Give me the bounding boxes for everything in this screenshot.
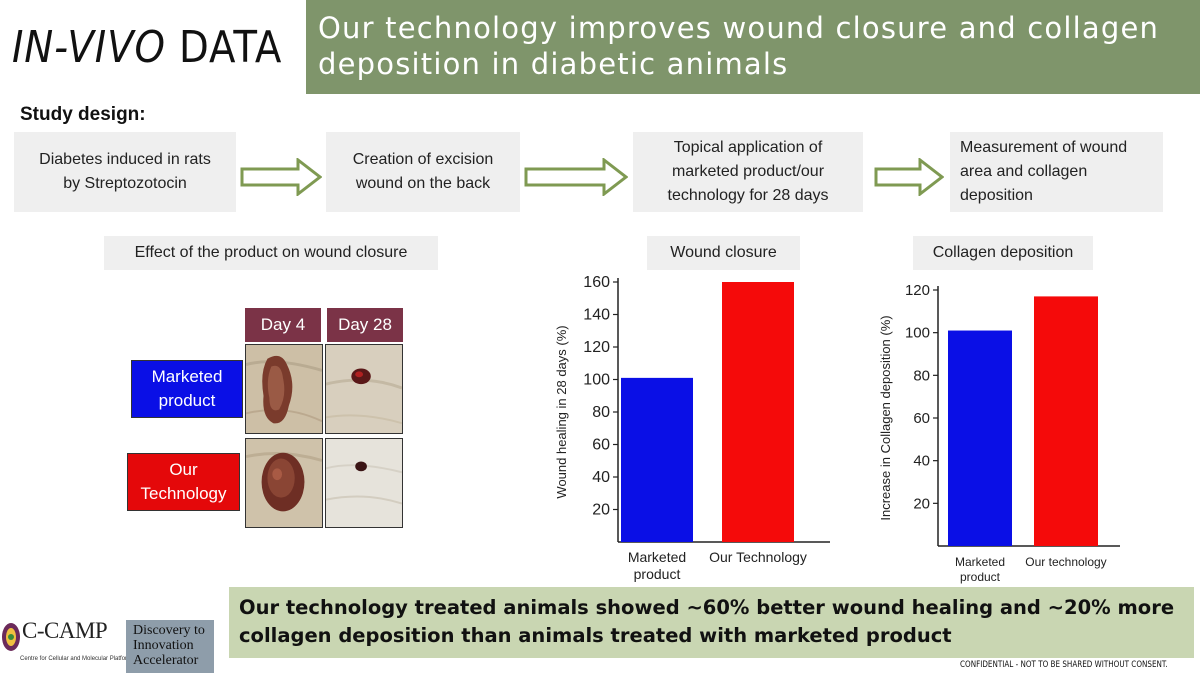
wound-closure-label: Wound closure: [647, 236, 800, 270]
dia-line-1: Discovery to: [133, 623, 205, 638]
y-tick-label: 60: [592, 437, 610, 454]
step-1-line-1: Diabetes induced in rats: [39, 151, 211, 168]
x-category-label: product: [634, 566, 681, 582]
wound-closure-chart: 20 40 60 80 100 120 140 160 Wound healing in 28 …: [540, 266, 840, 591]
y-tick-label: 100: [905, 325, 930, 342]
group-ours-line-1: Our: [169, 460, 198, 479]
step-1-line-2: by Streptozotocin: [63, 175, 187, 192]
confidential-notice: CONFIDENTIAL - NOT TO BE SHARED WITHOUT …: [960, 660, 1168, 670]
step-3-line-3: technology for 28 days: [667, 187, 829, 204]
bar-ours: [722, 282, 794, 542]
study-step-2: Creation of excision wound on the back: [326, 132, 520, 212]
step-2-line-1: Creation of excision: [352, 151, 494, 168]
study-step-4: Measurement of wound area and collagen dep…: [950, 132, 1163, 212]
y-tick-label: 20: [913, 495, 930, 512]
group-marketed-line-1: Marketed: [151, 367, 223, 386]
main-title-italic: IN-VIVO: [12, 22, 166, 73]
bar-marketed: [948, 330, 1012, 546]
step-3-line-1: Topical application of: [673, 139, 823, 156]
step-2-line-2: wound on the back: [355, 175, 491, 192]
group-marketed-line-2: product: [158, 391, 216, 410]
bar-marketed: [621, 377, 693, 542]
main-title: IN-VIVO DATA: [12, 8, 281, 88]
ccamp-mark-icon: [2, 623, 20, 651]
flow-arrow-icon: [874, 158, 944, 196]
y-tick-label: 120: [905, 282, 930, 299]
collagen-deposition-label: Collagen deposition: [913, 236, 1093, 270]
group-marketed-product: Marketed product: [131, 360, 243, 418]
y-tick-label: 60: [913, 410, 930, 427]
x-category-label: Our technology: [1025, 555, 1106, 569]
y-tick-label: 80: [592, 404, 610, 421]
y-tick-label: 40: [592, 469, 610, 486]
flow-arrow-icon: [240, 158, 322, 196]
x-category-label: Marketed: [955, 555, 1005, 569]
flow-arrow-icon: [524, 158, 628, 196]
x-category-label: product: [960, 570, 1001, 584]
collagen-deposition-chart: 20 40 60 80 100 120 Increase in Collagen depos…: [870, 274, 1130, 584]
study-step-3: Topical application of marketed product/o…: [633, 132, 863, 212]
effect-label: Effect of the product on wound closure: [104, 236, 438, 270]
y-axis-label: Increase in Collagen deposition (%): [878, 315, 893, 520]
ccamp-text: C-CAMP: [22, 618, 108, 643]
y-tick-label: 140: [583, 307, 610, 324]
y-tick-label: 160: [583, 274, 610, 291]
day-28-header: Day 28: [327, 308, 403, 342]
y-axis-label: Wound healing in 28 days (%): [554, 325, 569, 498]
x-category-label: Marketed: [628, 549, 686, 565]
step-4-line-2: area and collagen: [960, 163, 1088, 180]
day-4-header: Day 4: [245, 308, 321, 342]
ccamp-logo: C-CAMP Centre for Cellular and Molecular…: [0, 614, 135, 674]
dia-line-3: Accelerator: [133, 653, 199, 668]
main-title-rest: DATA: [179, 22, 283, 73]
y-tick-label: 120: [583, 339, 610, 356]
dia-logo: Discovery to Innovation Accelerator: [126, 620, 214, 673]
group-our-technology: Our Technology: [127, 453, 240, 511]
bar-ours: [1034, 296, 1098, 546]
wound-photo-ours-day28: [325, 438, 403, 528]
title-banner: Our technology improves wound closure an…: [306, 0, 1200, 94]
wound-photo-marketed-day4: [245, 344, 323, 434]
step-4-line-3: deposition: [960, 187, 1033, 204]
y-tick-label: 20: [592, 502, 610, 519]
group-ours-line-2: Technology: [140, 484, 227, 503]
study-design-heading: Study design:: [20, 104, 146, 125]
y-tick-label: 100: [583, 372, 610, 389]
y-tick-label: 40: [913, 453, 930, 470]
ccamp-subtext: Centre for Cellular and Molecular Platfo…: [20, 656, 136, 662]
step-3-line-2: marketed product/our: [671, 163, 825, 180]
wound-photo-ours-day4: [245, 438, 323, 528]
step-4-line-1: Measurement of wound: [960, 139, 1128, 156]
x-category-label: Our Technology: [709, 549, 807, 565]
study-step-1: Diabetes induced in rats by Streptozotoci…: [14, 132, 236, 212]
dia-line-2: Innovation: [133, 638, 194, 653]
conclusion-banner: Our technology treated animals showed ~6…: [229, 587, 1194, 658]
y-tick-label: 80: [913, 367, 930, 384]
wound-closure-chart-svg: 20 40 60 80 100 120 140 160 Wound healing in 28 …: [554, 274, 830, 582]
wound-photo-marketed-day28: [325, 344, 403, 434]
collagen-deposition-chart-svg: 20 40 60 80 100 120 Increase in Collagen depos…: [878, 282, 1120, 584]
